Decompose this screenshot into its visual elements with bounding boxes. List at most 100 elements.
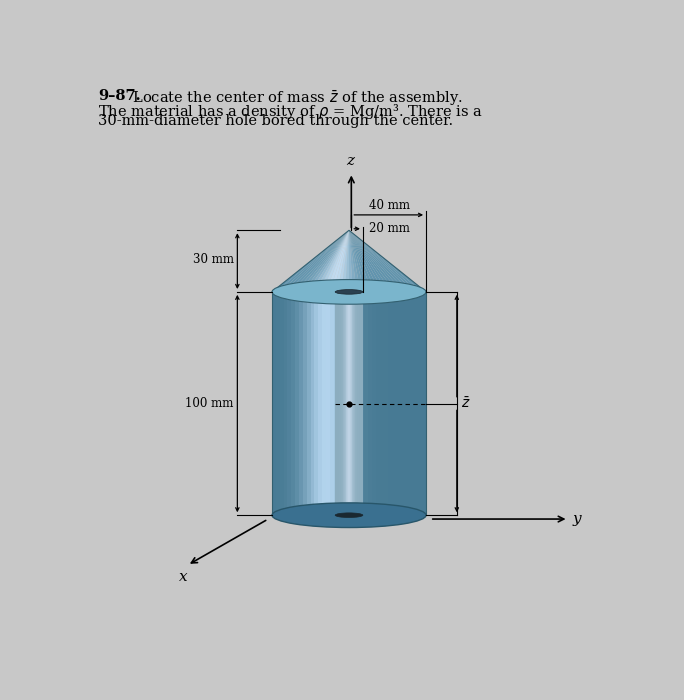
- Polygon shape: [350, 292, 351, 509]
- Polygon shape: [303, 230, 349, 292]
- Polygon shape: [306, 230, 349, 292]
- Text: z: z: [346, 154, 354, 168]
- Polygon shape: [295, 292, 299, 515]
- Polygon shape: [340, 292, 341, 509]
- Polygon shape: [362, 292, 363, 509]
- Polygon shape: [345, 292, 349, 515]
- Polygon shape: [349, 292, 350, 509]
- Polygon shape: [299, 292, 303, 515]
- Polygon shape: [284, 292, 287, 515]
- Polygon shape: [349, 292, 353, 515]
- Polygon shape: [272, 230, 349, 292]
- Polygon shape: [287, 230, 349, 292]
- Text: 30-mm-diameter hole bored through the center.: 30-mm-diameter hole bored through the ce…: [98, 114, 453, 128]
- Polygon shape: [343, 292, 344, 509]
- Polygon shape: [380, 292, 384, 515]
- Polygon shape: [322, 292, 326, 515]
- Polygon shape: [315, 230, 349, 292]
- Polygon shape: [349, 230, 426, 292]
- Polygon shape: [306, 292, 311, 515]
- Polygon shape: [359, 292, 360, 509]
- Polygon shape: [291, 230, 349, 292]
- Polygon shape: [349, 230, 422, 292]
- Polygon shape: [272, 292, 276, 515]
- Polygon shape: [341, 292, 342, 509]
- Polygon shape: [376, 292, 380, 515]
- Polygon shape: [349, 230, 403, 292]
- Polygon shape: [318, 292, 322, 515]
- Polygon shape: [341, 292, 345, 515]
- Ellipse shape: [335, 513, 363, 517]
- Polygon shape: [349, 230, 410, 292]
- Polygon shape: [353, 292, 357, 515]
- Polygon shape: [349, 230, 391, 292]
- Polygon shape: [336, 292, 337, 509]
- Polygon shape: [365, 292, 368, 515]
- Polygon shape: [349, 230, 376, 292]
- Polygon shape: [337, 292, 338, 509]
- Polygon shape: [360, 292, 365, 515]
- Polygon shape: [276, 230, 349, 292]
- Polygon shape: [419, 292, 422, 515]
- Polygon shape: [303, 292, 306, 515]
- Text: 40 mm: 40 mm: [369, 199, 410, 212]
- Polygon shape: [357, 292, 360, 515]
- Polygon shape: [351, 292, 352, 509]
- Polygon shape: [348, 292, 349, 509]
- Polygon shape: [349, 230, 360, 292]
- Polygon shape: [334, 230, 349, 292]
- Polygon shape: [388, 292, 391, 515]
- Polygon shape: [391, 292, 395, 515]
- Polygon shape: [330, 292, 334, 515]
- Polygon shape: [334, 292, 337, 515]
- Ellipse shape: [272, 279, 426, 304]
- Text: $\bar{z}$: $\bar{z}$: [462, 396, 471, 411]
- Polygon shape: [326, 230, 349, 292]
- Polygon shape: [338, 292, 339, 509]
- Text: y: y: [573, 512, 581, 526]
- Polygon shape: [353, 292, 354, 509]
- Polygon shape: [339, 292, 340, 509]
- Polygon shape: [280, 230, 349, 292]
- Polygon shape: [349, 230, 353, 292]
- Text: 100 mm: 100 mm: [185, 397, 233, 410]
- Polygon shape: [326, 292, 330, 515]
- Ellipse shape: [272, 503, 426, 528]
- Polygon shape: [345, 230, 349, 292]
- Polygon shape: [347, 292, 348, 509]
- Polygon shape: [330, 230, 349, 292]
- Polygon shape: [349, 230, 415, 292]
- Polygon shape: [357, 292, 358, 509]
- Polygon shape: [346, 292, 347, 509]
- Polygon shape: [355, 292, 356, 509]
- Polygon shape: [315, 292, 318, 515]
- Polygon shape: [407, 292, 410, 515]
- Polygon shape: [356, 292, 357, 509]
- Polygon shape: [287, 292, 291, 515]
- Polygon shape: [349, 230, 365, 292]
- Polygon shape: [349, 230, 384, 292]
- Polygon shape: [358, 292, 359, 509]
- Polygon shape: [349, 230, 407, 292]
- Polygon shape: [349, 230, 380, 292]
- Polygon shape: [311, 292, 315, 515]
- Polygon shape: [368, 292, 372, 515]
- Text: x: x: [179, 570, 188, 584]
- Text: 9–87.: 9–87.: [98, 90, 141, 104]
- Polygon shape: [318, 230, 349, 292]
- Polygon shape: [345, 292, 346, 509]
- Polygon shape: [344, 292, 345, 509]
- Polygon shape: [349, 230, 419, 292]
- Polygon shape: [384, 292, 388, 515]
- Polygon shape: [399, 292, 403, 515]
- Polygon shape: [335, 292, 336, 509]
- Text: The material has a density of $\rho$ = Mg/m³. There is a: The material has a density of $\rho$ = M…: [98, 102, 483, 120]
- Polygon shape: [349, 230, 399, 292]
- Polygon shape: [354, 292, 355, 509]
- Polygon shape: [395, 292, 399, 515]
- Polygon shape: [349, 230, 357, 292]
- Polygon shape: [349, 230, 388, 292]
- Ellipse shape: [335, 290, 363, 294]
- Polygon shape: [276, 292, 280, 515]
- Polygon shape: [342, 292, 343, 509]
